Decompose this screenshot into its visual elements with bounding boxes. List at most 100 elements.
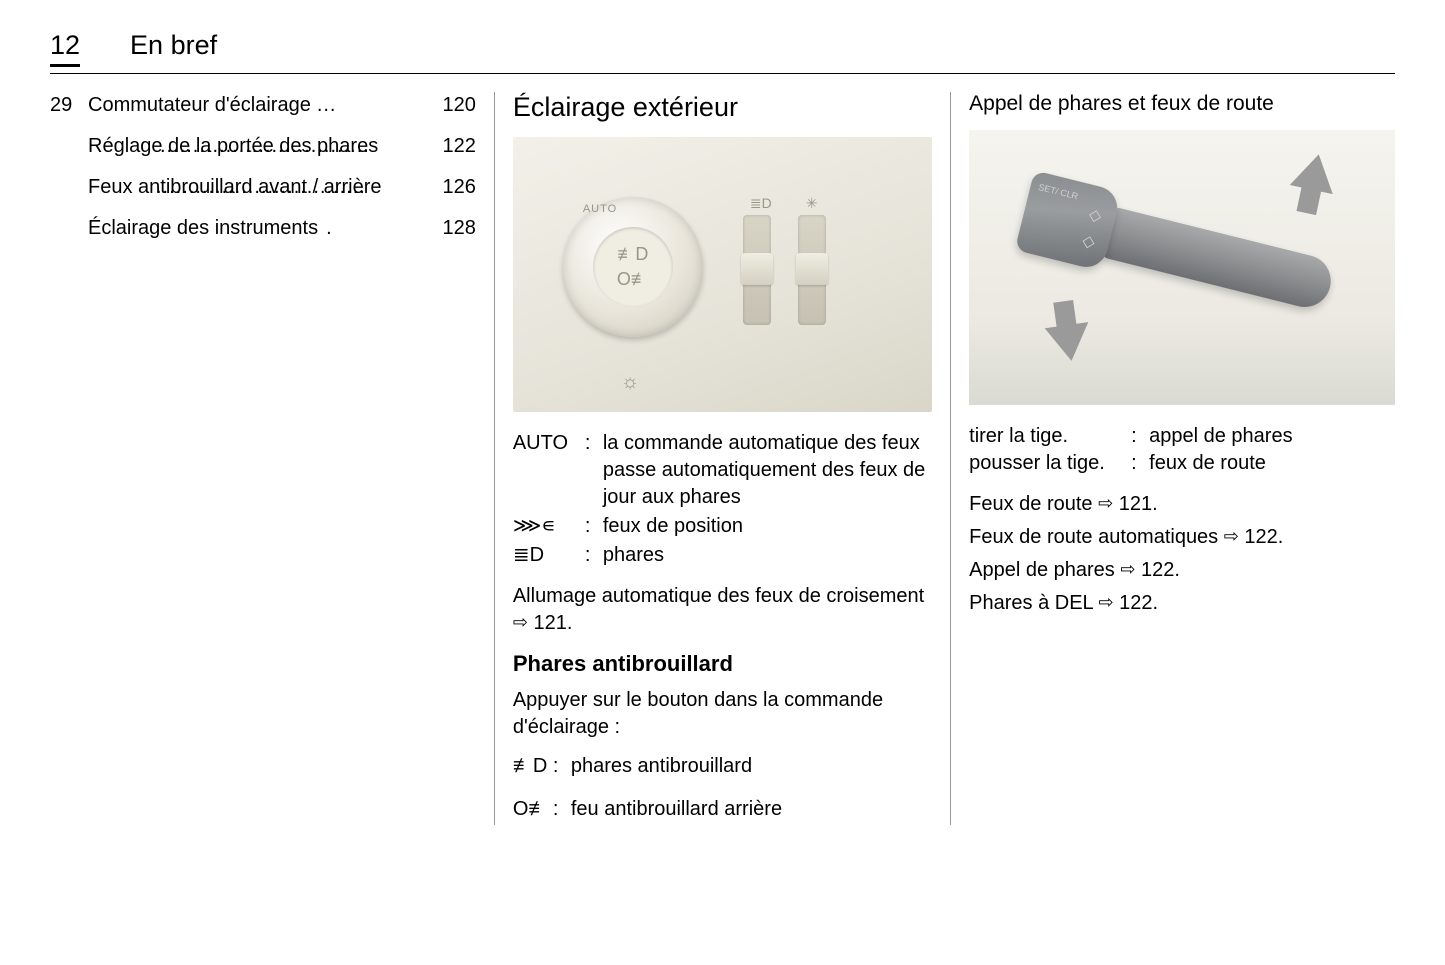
slider-right-icon: ✳: [798, 215, 826, 325]
subsection-heading: Phares antibrouillard: [513, 651, 932, 677]
action-key: tirer la tige.: [969, 423, 1129, 450]
page-reference: Phares à DEL ⇨ 122.: [969, 590, 1395, 617]
rotary-dial-icon: AUTO ≢D O≢: [563, 197, 703, 337]
toc-leader-dots: .: [326, 215, 432, 242]
ref-text: Feux de route automatiques: [969, 526, 1224, 548]
ref-page: 122: [1119, 592, 1152, 614]
action-value: feux de route: [1149, 450, 1266, 477]
fog-rear-icon: O≢: [513, 796, 553, 823]
def-value: feux de position: [603, 513, 932, 540]
toc-leader-dots: ................................: [156, 174, 438, 201]
page-ref: 121: [534, 612, 567, 634]
action-row: tirer la tige. : appel de phares: [969, 423, 1395, 450]
lever-shaft: [1101, 206, 1337, 312]
toc-item-text: Commutateur d'éclairage: [88, 92, 311, 119]
page-reference: Feux de route ⇨ 121.: [969, 491, 1395, 518]
dial-auto-label: AUTO: [583, 203, 617, 215]
def-key: AUTO: [513, 430, 585, 511]
column-exterior-lighting: Éclairage extérieur AUTO ≢D O≢ ☼ ≣D ✳ AU: [494, 92, 951, 825]
ref-page: 122: [1141, 559, 1174, 581]
colon: :: [553, 796, 571, 823]
three-column-layout: 29 Commutateur d'éclairage ... 120 Régla…: [50, 92, 1395, 825]
colon: :: [1131, 423, 1147, 450]
fog-definition-list: ≢D : phares antibrouillard O≢ : feu anti…: [513, 753, 932, 823]
lever-tip-label: SET/ CLR: [1038, 182, 1080, 202]
stalk-lever-illustration: SET/ CLR ◇ ◇: [969, 130, 1395, 405]
definition-row: O≢ : feu antibrouillard arrière: [513, 796, 932, 823]
section-heading: Éclairage extérieur: [513, 92, 932, 123]
fog-rear-icon: O≢: [617, 269, 649, 290]
period: .: [567, 612, 573, 634]
fog-front-icon: ≢D: [617, 244, 648, 265]
paragraph: Allumage automatique des feux de croisem…: [513, 583, 932, 637]
period: .: [1278, 526, 1284, 548]
chevron-down-icon: ◇: [1080, 231, 1097, 253]
colon: :: [585, 513, 603, 540]
paragraph-text: Allumage automatique des feux de croisem…: [513, 585, 924, 607]
def-value: la commande automatique des feux passe a…: [603, 430, 932, 511]
chevron-up-icon: ◇: [1087, 205, 1104, 227]
paragraph: Appuyer sur le bouton dans la commande d…: [513, 687, 932, 741]
push-arrow-icon: [1290, 150, 1341, 194]
column-toc: 29 Commutateur d'éclairage ... 120 Régla…: [50, 92, 494, 825]
action-value: appel de phares: [1149, 423, 1292, 450]
toc-row: Éclairage des instruments . 128: [50, 215, 476, 242]
toc-row: 29 Commutateur d'éclairage ... 120: [50, 92, 476, 119]
definition-row: ≣D : phares: [513, 542, 932, 569]
slider-left-icon: ≣D: [743, 215, 771, 325]
pull-arrow-icon: [1045, 322, 1094, 364]
toc-row: Réglage de la portée des phares ........…: [50, 133, 476, 160]
period: .: [1153, 592, 1159, 614]
definition-list: AUTO : la commande automatique des feux …: [513, 430, 932, 569]
toc-item-page: 122: [438, 133, 475, 160]
period: .: [1174, 559, 1180, 581]
toc-row: Feux antibrouillard avant / arrière ....…: [50, 174, 476, 201]
toc-item-number: 29: [50, 92, 88, 119]
colon: :: [553, 753, 571, 780]
slider-thumb: [796, 253, 828, 285]
instrument-light-icon: ✳: [806, 195, 818, 212]
action-row: pousser la tige. : feux de route: [969, 450, 1395, 477]
action-key: pousser la tige.: [969, 450, 1129, 477]
page-ref-arrow-icon: ⇨: [1098, 592, 1113, 612]
column-high-beam: Appel de phares et feux de route SET/ CL…: [951, 92, 1395, 825]
ref-text: Phares à DEL: [969, 592, 1098, 614]
toc-item-text: Éclairage des instruments: [88, 215, 318, 242]
page-header: 12 En bref: [50, 30, 1395, 74]
ref-page: 122: [1244, 526, 1277, 548]
colon: :: [1131, 450, 1147, 477]
page-reference: Appel de phares ⇨ 122.: [969, 557, 1395, 584]
page-ref-arrow-icon: ⇨: [1120, 559, 1135, 579]
ref-text: Feux de route: [969, 493, 1098, 515]
page-ref-arrow-icon: ⇨: [513, 612, 528, 632]
page-ref-arrow-icon: ⇨: [1098, 493, 1113, 513]
section-heading: Appel de phares et feux de route: [969, 92, 1395, 116]
def-value: phares antibrouillard: [571, 753, 932, 780]
slider-thumb: [741, 253, 773, 285]
ref-text: Appel de phares: [969, 559, 1120, 581]
ref-page: 121: [1119, 493, 1152, 515]
chapter-title: En bref: [130, 30, 217, 61]
headlights-icon: ≣D: [513, 542, 585, 569]
toc-leader-dots: ...: [317, 92, 439, 119]
page-reference: Feux de route automatiques ⇨ 122.: [969, 524, 1395, 551]
period: .: [1152, 493, 1158, 515]
colon: :: [585, 542, 603, 569]
brightness-icon: ☼: [621, 371, 639, 394]
colon: :: [585, 430, 603, 511]
toc-item-page: 128: [438, 215, 475, 242]
position-lights-icon: ⋙∊: [513, 513, 585, 540]
toc-leader-dots: ................................: [160, 133, 438, 160]
definition-row: ⋙∊ : feux de position: [513, 513, 932, 540]
page-number: 12: [50, 30, 80, 67]
stalk-lever-icon: SET/ CLR ◇ ◇: [1017, 186, 1302, 307]
headlight-icon: ≣D: [750, 195, 772, 212]
dial-center-icon: ≢D O≢: [593, 227, 673, 307]
light-switch-illustration: AUTO ≢D O≢ ☼ ≣D ✳: [513, 137, 932, 412]
definition-row: ≢D : phares antibrouillard: [513, 753, 932, 780]
page-ref-arrow-icon: ⇨: [1224, 526, 1239, 546]
def-value: feu antibrouillard arrière: [571, 796, 932, 823]
fog-front-icon: ≢D: [513, 753, 553, 780]
toc-item-page: 120: [438, 92, 475, 119]
action-list: tirer la tige. : appel de phares pousser…: [969, 423, 1395, 477]
